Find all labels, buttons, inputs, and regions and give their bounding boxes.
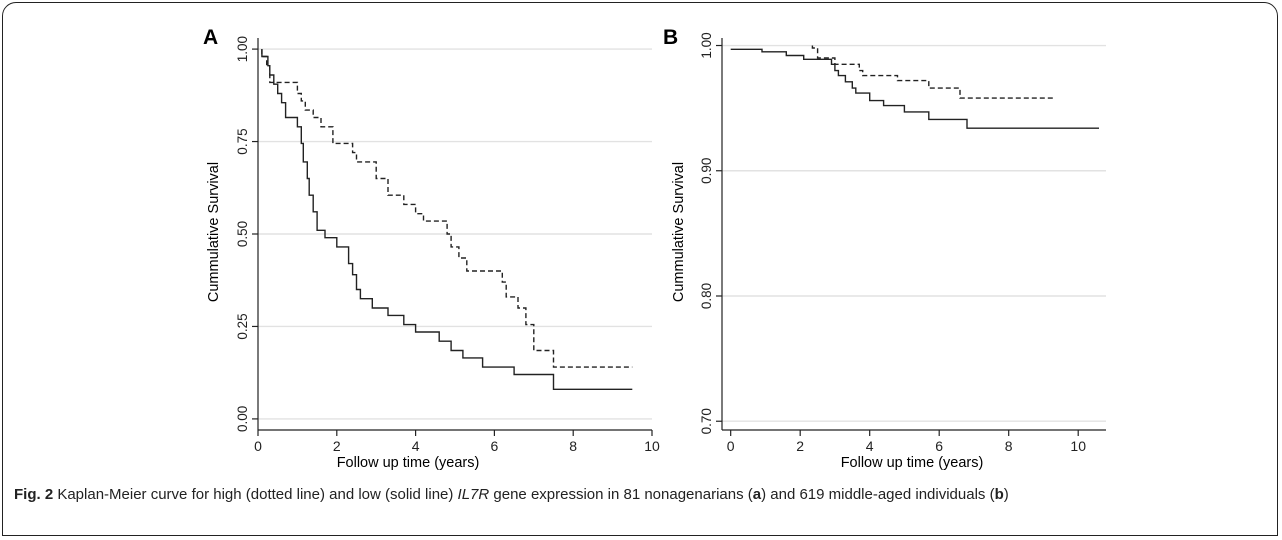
panel-b-gridlines: [722, 44, 1106, 422]
caption-panel-a-ref: a: [752, 486, 762, 503]
panel-b-label: B: [663, 26, 678, 49]
x-tick-label: 2: [796, 438, 804, 454]
x-tick-label: 4: [412, 438, 420, 454]
panel-a-x-axis-label: Follow up time (years): [337, 455, 480, 471]
caption-text-part-4: ): [1003, 486, 1009, 503]
km-curve-low-expression: [730, 48, 1099, 129]
y-tick-label: 0.50: [235, 221, 250, 247]
panel-b-x-axis-label: Follow up time (years): [841, 455, 984, 471]
caption-panel-b-ref: b: [994, 486, 1004, 503]
x-tick-label: 6: [491, 438, 499, 454]
x-tick-label: 0: [727, 438, 735, 454]
y-tick-label: 0.75: [235, 128, 250, 154]
y-tick-label: 0.00: [235, 406, 250, 432]
x-tick-label: 8: [1005, 438, 1013, 454]
km-curve-high-expression: [261, 49, 633, 368]
x-tick-label: 0: [254, 438, 262, 454]
panel-a-gridlines: [258, 48, 652, 420]
caption-text-part-3: ) and 619 middle-aged individuals (: [761, 486, 995, 503]
km-curve-high-expression: [811, 45, 1054, 99]
y-tick-label: 1.00: [235, 36, 250, 62]
x-tick-label: 2: [333, 438, 341, 454]
panel-a-y-axis-label: Cummulative Survival: [206, 162, 222, 302]
panel-b-curves: [730, 45, 1099, 129]
panel-b-chart: B 0.70 0.80 0.90 1.00 0 2 4 6 8 10 Follow up tim…: [663, 26, 1106, 471]
panel-b-x-ticks: 0 2 4 6 8 10: [727, 430, 1086, 454]
caption-gene-name: IL7R: [457, 486, 490, 503]
panel-a-x-ticks: 0 2 4 6 8 10: [254, 430, 660, 454]
panel-a-curves: [261, 49, 633, 390]
figure-panels: A 0.00 0.25 0.50 0.75 1.00 0 2 4 6 8 10 Follow up…: [203, 26, 1106, 471]
x-tick-label: 10: [1070, 438, 1086, 454]
figure-caption: Fig. 2 Kaplan-Meier curve for high (dott…: [14, 484, 1264, 505]
y-tick-label: 1.00: [699, 32, 714, 58]
x-tick-label: 8: [569, 438, 577, 454]
km-curve-low-expression: [261, 49, 633, 390]
panel-b-y-axis-label: Cummulative Survival: [671, 162, 687, 302]
panel-a-chart: A 0.00 0.25 0.50 0.75 1.00 0 2 4 6 8 10 Follow up…: [203, 26, 660, 471]
y-tick-label: 0.80: [699, 283, 714, 309]
x-tick-label: 4: [866, 438, 874, 454]
y-tick-label: 0.25: [235, 313, 250, 339]
panel-b-axes: [721, 38, 1106, 431]
x-tick-label: 6: [935, 438, 943, 454]
panel-a-y-ticks: 0.00 0.25 0.50 0.75 1.00: [235, 36, 258, 432]
caption-figure-number: Fig. 2: [14, 486, 54, 503]
panel-b-y-ticks: 0.70 0.80 0.90 1.00: [699, 32, 722, 434]
y-tick-label: 0.70: [699, 408, 714, 434]
panel-a-label: A: [203, 26, 218, 49]
caption-text-part-1: Kaplan-Meier curve for high (dotted line…: [53, 486, 458, 503]
caption-text-part-2: gene expression in 81 nonagenarians (: [489, 486, 753, 503]
y-tick-label: 0.90: [699, 158, 714, 184]
x-tick-label: 10: [644, 438, 660, 454]
